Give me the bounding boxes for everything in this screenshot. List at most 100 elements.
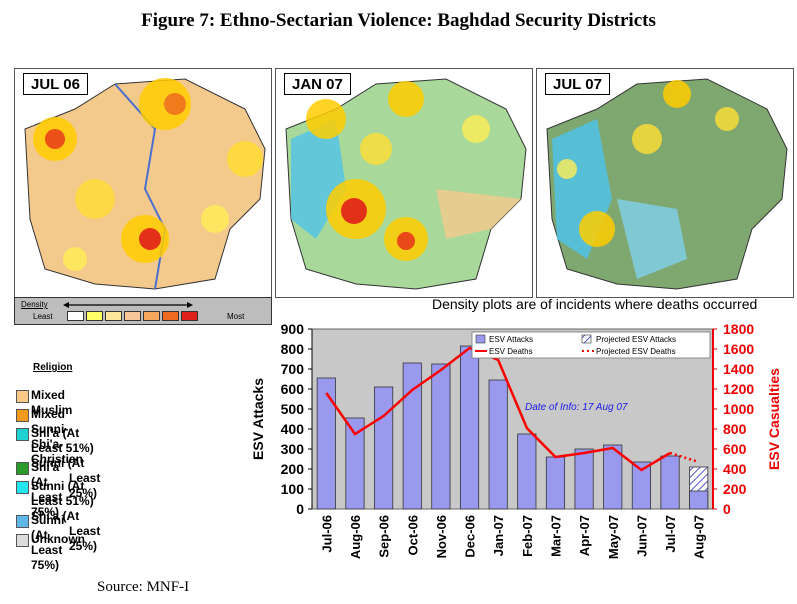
legend-swatch <box>16 462 29 475</box>
x-tick-label: Dec-06 <box>463 515 478 558</box>
x-tick-label: Jun-07 <box>634 515 649 557</box>
density-title: Density <box>21 300 48 309</box>
attack-bar <box>431 363 451 510</box>
y2-tick-label: 400 <box>723 461 747 477</box>
y-tick-label: 200 <box>281 461 305 477</box>
legend-label: Shi'a (At Least 75%) <box>31 460 63 519</box>
legend-label: Sunni (At Least 75%) <box>31 513 65 572</box>
y2-tick-label: 0 <box>723 501 731 517</box>
legend-deaths-label: ESV Deaths <box>489 347 533 356</box>
x-tick-label: Apr-07 <box>577 515 592 556</box>
attack-bar <box>545 456 566 510</box>
y2-tick-label: 1000 <box>723 401 754 417</box>
density-swatch <box>181 311 198 321</box>
legend-swatch <box>16 534 29 547</box>
x-tick-label: Jul-07 <box>663 515 678 553</box>
y-axis-label: ESV Attacks <box>250 378 266 460</box>
x-tick-label: Mar-07 <box>548 515 563 557</box>
chart-annotation: Date of Info: 17 Aug 07 <box>525 402 628 413</box>
attack-bar <box>316 377 336 510</box>
religion-legend-item: Sunni (At Least 51%) Shi'a (At Least 25%) <box>16 479 100 554</box>
y2-tick-label: 1800 <box>723 321 754 337</box>
x-tick-label: May-07 <box>606 515 621 559</box>
legend-label: Mixed Muslim <box>31 388 73 417</box>
y-tick-label: 700 <box>281 361 305 377</box>
map-label: JAN 07 <box>284 73 351 95</box>
attack-bar <box>689 490 709 510</box>
legend-projected-deaths-label: Projected ESV Deaths <box>596 347 676 356</box>
figure-title: Figure 7: Ethno-Sectarian Violence: Bagh… <box>141 10 656 31</box>
attack-bar <box>517 433 537 510</box>
y2-axis-label: ESV Casualties <box>766 368 782 470</box>
legend-attacks-swatch <box>475 334 486 344</box>
legend-projected-attacks-swatch <box>581 334 592 344</box>
y2-tick-label: 1400 <box>723 361 754 377</box>
religion-legend-item: Shi'a (At Least 51%) Sunni (At Least 25%) <box>16 426 100 501</box>
legend-label: Unknown <box>31 532 85 546</box>
y-tick-label: 400 <box>281 421 305 437</box>
density-legend: Density Least Most <box>14 297 272 325</box>
map-jan-07: JAN 07 <box>275 68 533 298</box>
legend-swatch <box>16 409 29 422</box>
attack-bar <box>345 417 365 510</box>
y2-tick-label: 200 <box>723 481 747 497</box>
legend-label: Shi'a (At Least 51%) Sunni (At Least 25%) <box>31 426 101 500</box>
y2-tick-label: 1200 <box>723 381 754 397</box>
density-swatch <box>86 311 103 321</box>
x-tick-label: Jan-07 <box>491 515 506 556</box>
x-tick-label: Jul-06 <box>319 515 334 553</box>
x-tick-label: Aug-07 <box>692 515 707 559</box>
attack-bar <box>631 461 651 510</box>
legend-swatch <box>16 390 29 403</box>
density-swatch <box>162 311 179 321</box>
y-tick-label: 600 <box>281 381 305 397</box>
y-tick-label: 500 <box>281 401 305 417</box>
map-label: JUL 06 <box>23 73 88 95</box>
attack-bar <box>402 362 422 510</box>
deaths-line <box>325 346 671 472</box>
legend-attacks-label: ESV Attacks <box>489 335 533 344</box>
projected-deaths-line <box>669 451 700 464</box>
density-swatch <box>67 311 84 321</box>
religion-legend-item: Shi'a (At Least 75%) <box>16 460 62 520</box>
legend-swatch <box>16 481 29 494</box>
attack-bar <box>574 448 594 510</box>
density-swatches <box>67 311 200 321</box>
attack-bar <box>488 379 508 510</box>
legend-label: Sunni (At Least 51%) Shi'a (At Least 25%) <box>31 479 101 553</box>
attack-bar <box>459 345 480 510</box>
y-tick-label: 300 <box>281 441 305 457</box>
y2-tick-label: 800 <box>723 421 747 437</box>
x-tick-label: Sep-06 <box>377 515 392 558</box>
religion-legend-title: Religion <box>33 362 73 373</box>
density-swatch <box>105 311 122 321</box>
x-tick-label: Nov-06 <box>434 515 449 558</box>
map-jul-07-image <box>537 69 793 297</box>
map-jan-07-image <box>276 69 532 297</box>
legend-label: Mixed Sunni-Shi'a-Christian <box>31 407 84 466</box>
y-tick-label: 0 <box>296 501 304 517</box>
x-tick-label: Oct-06 <box>405 515 420 555</box>
x-tick-label: Feb-07 <box>520 515 535 557</box>
attack-bar <box>660 455 680 510</box>
map-label: JUL 07 <box>545 73 610 95</box>
religion-legend-item: Sunni (At Least 75%) <box>16 513 64 573</box>
y-tick-label: 100 <box>281 481 305 497</box>
legend-swatch <box>16 428 29 441</box>
density-swatch <box>143 311 160 321</box>
density-note: Density plots are of incidents where dea… <box>432 296 758 312</box>
religion-legend-item: Unknown <box>16 532 85 547</box>
source-note: Source: MNF-I <box>97 579 190 595</box>
legend-projected-attacks-label: Projected ESV Attacks <box>596 335 676 344</box>
religion-legend-item: Mixed Muslim <box>16 388 72 418</box>
y-tick-label: 900 <box>281 321 305 337</box>
density-least: Least <box>33 312 53 321</box>
density-most: Most <box>227 312 245 321</box>
map-jul-06-image <box>15 69 271 297</box>
map-jul-06: JUL 06 <box>14 68 272 298</box>
religion-legend-item: Mixed Sunni-Shi'a-Christian <box>16 407 83 467</box>
attack-bar <box>374 386 394 510</box>
attack-bar <box>603 444 623 510</box>
legend-swatch <box>16 515 29 528</box>
